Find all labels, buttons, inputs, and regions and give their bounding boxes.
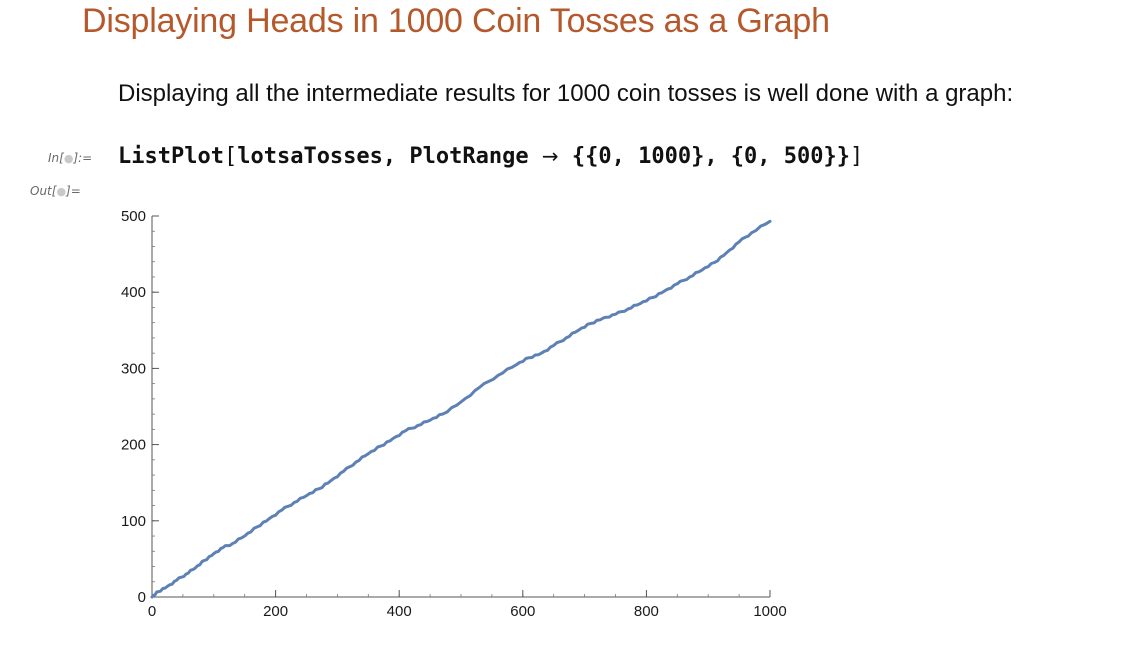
x-tick-label: 0 [148,603,156,620]
y-tick-label: 0 [138,589,146,606]
x-tick-label: 200 [263,603,288,620]
rule-arrow-icon: → [541,144,559,168]
out-label-suffix: ]= [66,184,81,198]
code-function: ListPlot [118,144,224,169]
y-tick-label: 400 [121,284,146,301]
x-tick-label: 800 [634,603,659,620]
y-tick-label: 300 [121,360,146,377]
section-title: Displaying Heads in 1000 Coin Tosses as … [82,2,830,40]
input-cell-label[interactable]: In[●]:= [48,151,92,165]
x-tick-label: 400 [387,603,412,620]
output-cell-label[interactable]: Out[●]= [30,184,81,198]
y-tick-label: 500 [121,208,146,225]
code-open-bracket: [ [223,144,238,169]
cell-dot-icon: ● [56,185,67,198]
heads-count-line [150,219,772,599]
x-tick-label: 1000 [753,603,786,620]
in-label-prefix: In[ [48,151,64,165]
out-label-prefix: Out[ [30,184,57,198]
text-cell[interactable]: Displaying all the intermediate results … [118,80,1014,107]
cell-dot-icon: ● [63,152,74,165]
y-tick-label: 200 [121,437,146,454]
list-plot[interactable]: 0 200 400 600 800 1000 0 100 200 300 400 500 [100,200,820,630]
in-label-suffix: ]:= [73,151,93,165]
x-tick-label: 600 [510,603,535,620]
code-args: lotsaTosses, PlotRange [237,144,542,169]
y-tick-label: 100 [121,513,146,530]
input-cell-code[interactable]: ListPlot[lotsaTosses, PlotRange → {{0, 1… [118,144,863,169]
code-range: {{0, 1000}, {0, 500}} [558,144,851,169]
code-close-bracket: ] [850,144,864,169]
